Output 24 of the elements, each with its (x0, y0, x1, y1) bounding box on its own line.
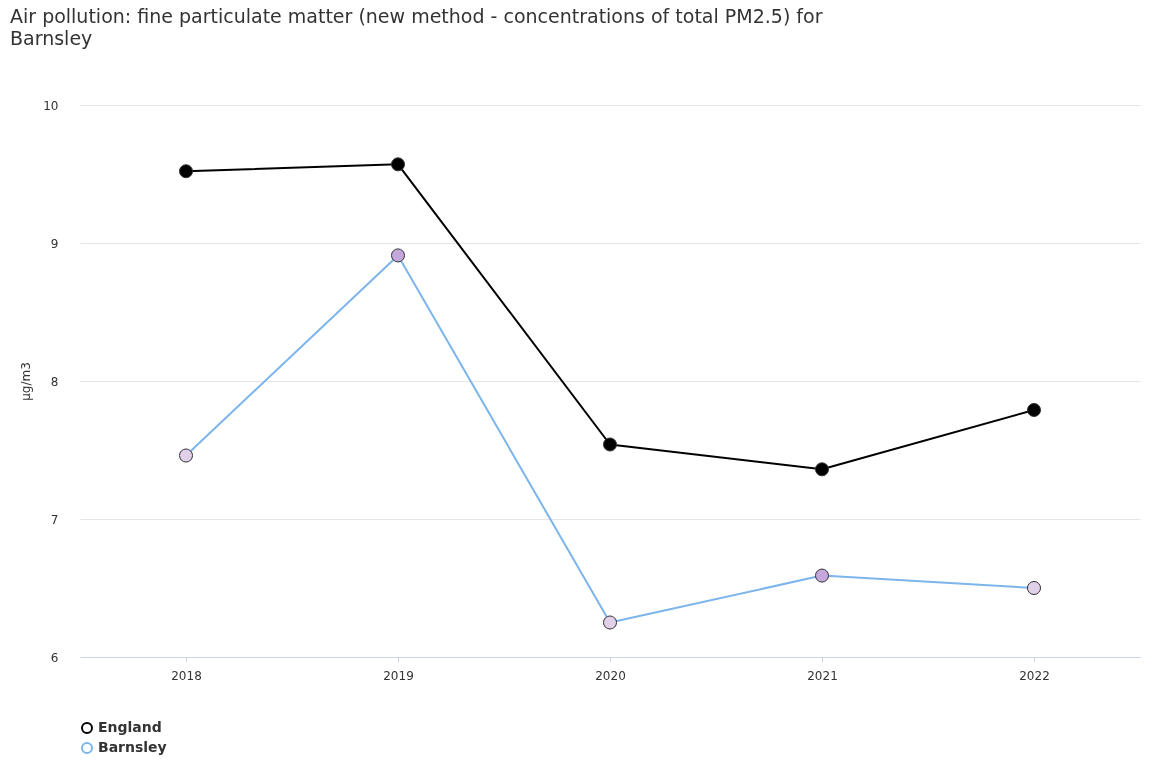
point (178, 164, 194, 179)
point (602, 437, 618, 452)
legend-label: Barnsley (98, 739, 167, 755)
point (1026, 402, 1042, 417)
y-tick-label: 10 (43, 98, 59, 113)
x-tick-label: 2018 (171, 668, 202, 683)
chart-title: Air pollution: fine particulate matter (new method - concentrations of total PM2.5) for Barnsley (10, 5, 823, 49)
point (178, 448, 194, 463)
x-tick-label: 2019 (383, 668, 414, 683)
x-tick-label: 2022 (1019, 668, 1050, 683)
point (390, 248, 406, 263)
y-axis-title: µg/m3 (19, 362, 34, 401)
legend-label: England (98, 719, 162, 735)
x-tick-label: 2021 (807, 668, 838, 683)
y-tick-label: 7 (50, 512, 59, 527)
point (814, 568, 830, 583)
point (390, 157, 406, 172)
y-tick-label: 6 (50, 650, 59, 665)
y-tick-label: 9 (50, 236, 59, 251)
point (814, 462, 830, 477)
y-tick-label: 8 (50, 374, 59, 389)
x-tick-label: 2020 (595, 668, 626, 683)
point (1026, 580, 1042, 596)
point (602, 615, 618, 630)
